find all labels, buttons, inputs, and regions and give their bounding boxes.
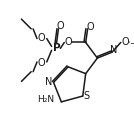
- Text: S: S: [84, 91, 90, 101]
- Text: N: N: [45, 77, 52, 87]
- Text: O: O: [87, 22, 94, 32]
- Text: H₂N: H₂N: [37, 95, 55, 104]
- Text: P: P: [53, 43, 60, 53]
- Text: ─: ─: [130, 38, 134, 47]
- Text: O: O: [57, 21, 64, 31]
- Text: O: O: [64, 37, 72, 46]
- Text: O: O: [37, 33, 45, 43]
- Text: N: N: [110, 45, 118, 55]
- Text: O: O: [122, 38, 129, 47]
- Text: O: O: [37, 58, 45, 68]
